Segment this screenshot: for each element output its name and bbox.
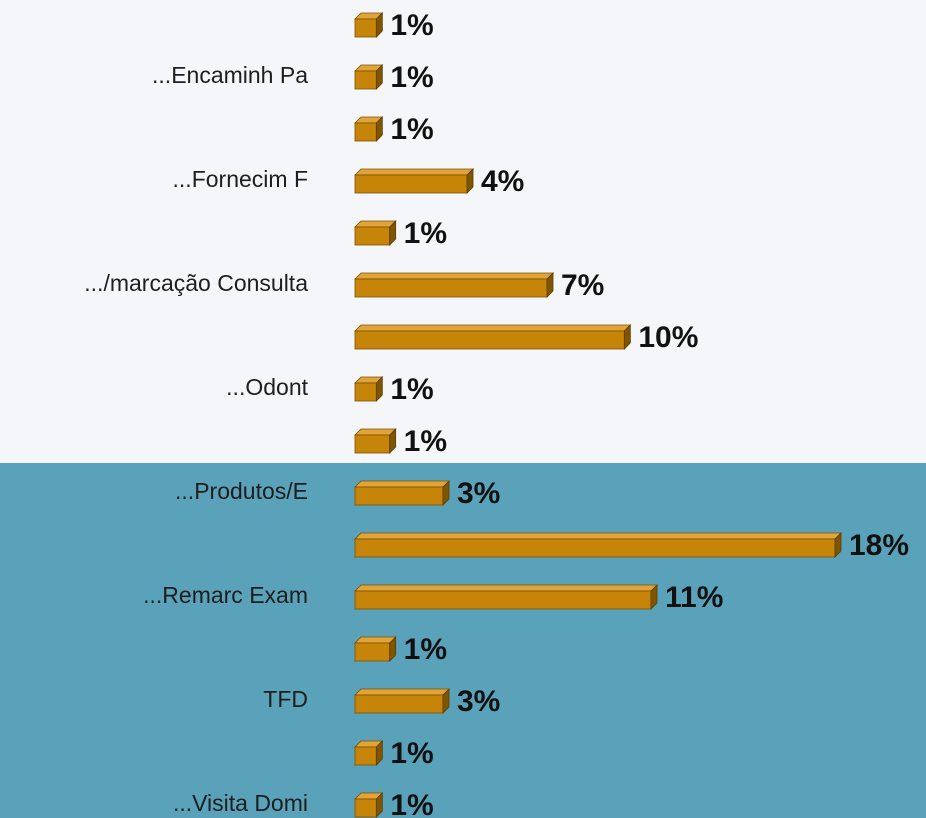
bar — [354, 486, 444, 506]
value-label: 4% — [481, 165, 524, 198]
bar-top — [354, 688, 450, 696]
value-label: 1% — [404, 633, 447, 666]
bar-top — [354, 584, 658, 592]
bar-top — [354, 272, 554, 280]
bar-side — [375, 12, 383, 38]
value-label: 18% — [849, 529, 909, 562]
bar — [354, 746, 377, 766]
value-label: 1% — [404, 425, 447, 458]
bar — [354, 590, 652, 610]
value-label: 1% — [390, 61, 433, 94]
bar-side — [834, 532, 842, 558]
category-label: .../marcação Consulta — [84, 270, 308, 296]
bar-side — [442, 688, 450, 714]
value-label: 1% — [390, 737, 433, 770]
bar — [354, 434, 391, 454]
bar-top — [354, 636, 397, 644]
bar-side — [375, 740, 383, 766]
value-label: 1% — [390, 373, 433, 406]
bar — [354, 798, 377, 818]
background — [0, 0, 926, 463]
bar — [354, 70, 377, 90]
bar-side — [623, 324, 631, 350]
bar-side — [546, 272, 554, 298]
category-label: ...Odont — [226, 374, 308, 400]
bar-top — [354, 168, 474, 176]
value-label: 10% — [638, 321, 698, 354]
value-label: 3% — [457, 685, 500, 718]
bar — [354, 18, 377, 38]
value-label: 1% — [390, 113, 433, 146]
bar-top — [354, 324, 632, 332]
bar-side — [375, 64, 383, 90]
value-label: 11% — [665, 581, 723, 614]
bar — [354, 330, 625, 350]
value-label: 7% — [561, 269, 604, 302]
category-label: TFD — [263, 686, 308, 712]
bar — [354, 278, 548, 298]
bar-side — [389, 220, 397, 246]
bar-side — [389, 428, 397, 454]
bar — [354, 382, 377, 402]
value-label: 3% — [457, 477, 500, 510]
value-label: 1% — [390, 789, 433, 818]
value-label: 1% — [404, 217, 447, 250]
bar-side — [375, 376, 383, 402]
category-label: ...Remarc Exam — [143, 582, 308, 608]
category-label: ...Visita Domi — [173, 790, 308, 816]
bar-side — [389, 636, 397, 662]
bar-side — [650, 584, 658, 610]
category-label: ...Fornecim F — [173, 166, 308, 192]
bar — [354, 538, 836, 558]
bar-top — [354, 220, 397, 228]
bar-side — [466, 168, 474, 194]
bar — [354, 694, 444, 714]
bar-side — [375, 792, 383, 818]
selection-highlight — [0, 463, 926, 818]
bar — [354, 122, 377, 142]
bar-top — [354, 532, 842, 540]
bar-side — [442, 480, 450, 506]
value-label: 1% — [390, 9, 433, 42]
bar — [354, 226, 391, 246]
bar — [354, 642, 391, 662]
category-label: ...Encaminh Pa — [152, 62, 308, 88]
category-label: ...Produtos/E — [175, 478, 308, 504]
bar — [354, 174, 468, 194]
bar-top — [354, 428, 397, 436]
bar-side — [375, 116, 383, 142]
bar-top — [354, 480, 450, 488]
